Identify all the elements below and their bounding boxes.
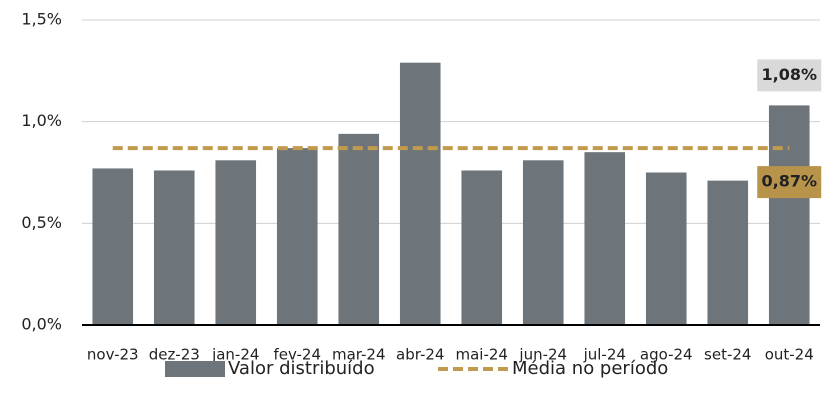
bar xyxy=(645,172,687,325)
bar xyxy=(461,170,503,325)
bar xyxy=(153,170,195,325)
x-tick-label: jun-24 xyxy=(518,346,567,364)
bar xyxy=(276,148,318,325)
x-tick-label: ago-24 xyxy=(640,346,693,364)
bar xyxy=(399,62,441,325)
x-tick-label: abr-24 xyxy=(396,346,444,364)
bar xyxy=(768,105,810,326)
bar xyxy=(92,168,134,325)
value-label-box xyxy=(757,59,822,92)
value-label: 1,08% xyxy=(761,65,817,84)
x-tick-label: mar-24 xyxy=(332,346,386,364)
legend-swatch xyxy=(165,361,225,377)
x-tick-label: dez-23 xyxy=(149,346,200,364)
value-label: 0,87% xyxy=(761,172,817,191)
x-tick-label: mai-24 xyxy=(456,346,508,364)
legend-label: Valor distribuído xyxy=(228,358,375,379)
y-tick-label: 0,5% xyxy=(21,213,62,232)
y-tick-label: 1,0% xyxy=(21,111,62,130)
x-tick-label: nov-23 xyxy=(87,346,139,364)
y-tick-label: 1,5% xyxy=(21,10,62,29)
x-tick-label: set-24 xyxy=(704,346,751,364)
bar xyxy=(522,160,564,325)
x-tick-label: jul-24 xyxy=(583,346,626,364)
y-tick-label: 0,0% xyxy=(21,315,62,334)
bar xyxy=(584,152,626,325)
x-tick-label: fev-24 xyxy=(274,346,321,364)
legend-label: Média no período xyxy=(512,358,668,379)
bar xyxy=(215,160,257,325)
value-label-box xyxy=(757,166,822,199)
bar xyxy=(707,180,749,325)
x-tick-label: jan-24 xyxy=(211,346,259,364)
bar xyxy=(338,133,380,325)
x-tick-label: out-24 xyxy=(765,346,814,364)
